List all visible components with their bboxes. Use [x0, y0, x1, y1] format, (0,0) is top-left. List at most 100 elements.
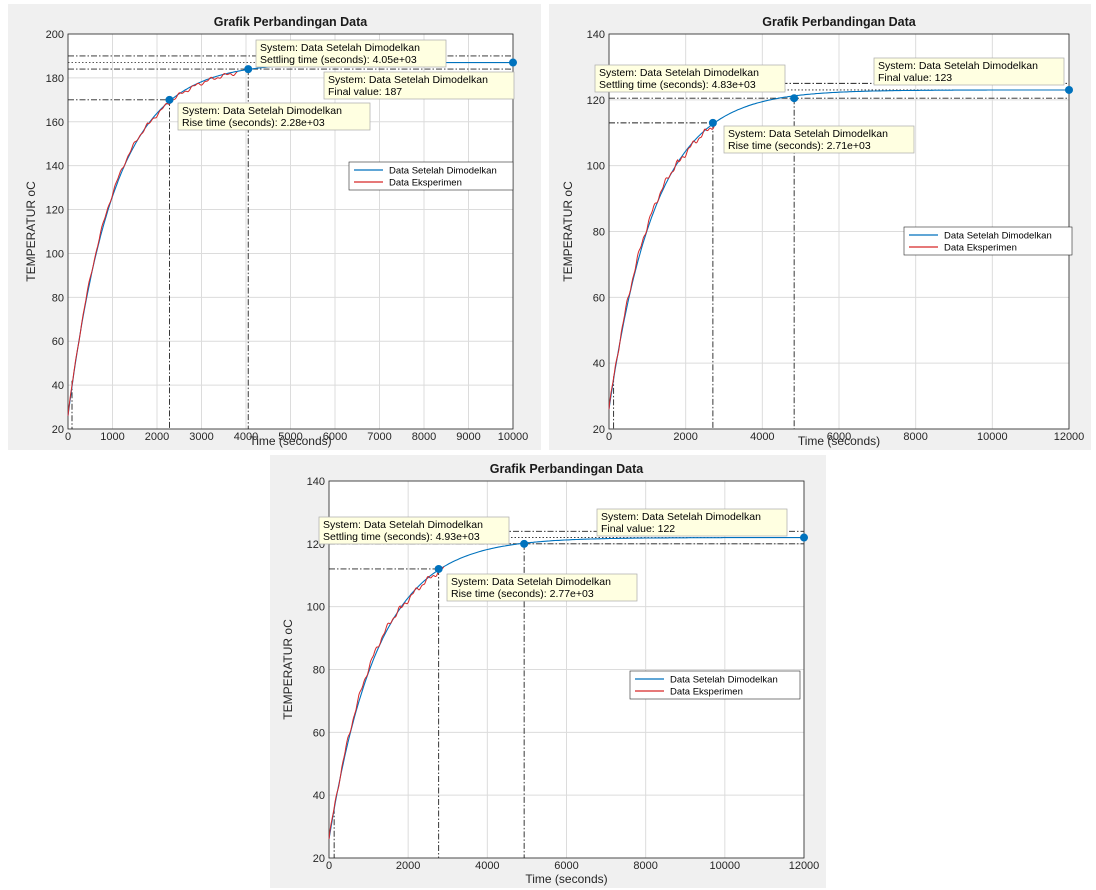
series-line-experiment — [67, 71, 238, 416]
y-tick-label: 80 — [313, 665, 325, 677]
x-tick-label: 4000 — [475, 860, 499, 872]
final-datatip-system: System: Data Setelah Dimodelkan — [328, 74, 488, 86]
legend-entry: Data Eksperimen — [670, 687, 743, 698]
final-datatip-system: System: Data Setelah Dimodelkan — [601, 511, 761, 523]
chart-title: Grafik Perbandingan Data — [490, 462, 645, 476]
y-axis-label: TEMPERATUR oC — [281, 619, 295, 720]
x-tick-label: 1000 — [100, 431, 124, 443]
legend-box — [348, 161, 514, 191]
y-tick-label: 80 — [52, 292, 64, 304]
settling-marker — [790, 94, 799, 103]
settling-datatip — [255, 39, 447, 68]
y-tick-label: 20 — [313, 853, 325, 865]
x-tick-label: 10000 — [710, 860, 741, 872]
y-tick-label: 100 — [307, 602, 325, 614]
final-datatip — [873, 57, 1065, 86]
legend-box — [629, 670, 801, 700]
rise-datatip — [723, 125, 915, 154]
x-tick-label: 10000 — [498, 431, 529, 443]
rise-datatip-value: Rise time (seconds): 2.71e+03 — [728, 140, 871, 152]
rise-datatip — [446, 573, 638, 602]
rise-marker — [708, 118, 717, 127]
chart-title: Grafik Perbandingan Data — [214, 15, 369, 29]
final-datatip-value: Final value: 187 — [328, 86, 402, 98]
y-tick-label: 200 — [46, 29, 64, 41]
x-tick-label: 2000 — [396, 860, 420, 872]
x-tick-label: 10000 — [977, 431, 1008, 443]
settling-datatip-system: System: Data Setelah Dimodelkan — [260, 42, 420, 54]
rise-marker — [434, 564, 443, 573]
y-tick-label: 160 — [46, 117, 64, 129]
final-datatip — [323, 71, 515, 100]
rise-marker — [165, 95, 174, 104]
settling-datatip-value: Settling time (seconds): 4.05e+03 — [260, 54, 417, 66]
legend-entry: Data Setelah Dimodelkan — [944, 231, 1052, 242]
chart-panel-3: 20 40 60 80 100 120 140 0 2000 4000 6000 8000 10000 1… — [270, 455, 826, 888]
settling-datatip-system: System: Data Setelah Dimodelkan — [323, 519, 483, 531]
y-axis-label: TEMPERATUR oC — [561, 181, 575, 282]
y-tick-label: 60 — [52, 336, 64, 348]
legend-entry: Data Setelah Dimodelkan — [670, 675, 778, 686]
y-axis-label: TEMPERATUR oC — [24, 181, 38, 282]
y-tick-label: 100 — [46, 248, 64, 260]
y-tick-label: 40 — [52, 380, 64, 392]
y-tick-label: 140 — [307, 476, 325, 488]
series-line-model — [328, 537, 804, 840]
x-tick-label: 0 — [606, 431, 612, 443]
final-datatip — [596, 508, 788, 537]
y-tick-label: 100 — [587, 161, 605, 173]
y-tick-label: 20 — [52, 424, 64, 436]
settling-datatip-value: Settling time (seconds): 4.83e+03 — [599, 79, 756, 91]
x-tick-label: 5000 — [278, 431, 302, 443]
final-datatip-value: Final value: 122 — [601, 523, 675, 535]
settling-datatip — [594, 64, 786, 93]
x-tick-label: 8000 — [633, 860, 657, 872]
legend-box — [903, 226, 1073, 256]
settling-datatip-system: System: Data Setelah Dimodelkan — [599, 67, 759, 79]
x-tick-label: 8000 — [412, 431, 436, 443]
legend-entry: Data Eksperimen — [389, 178, 462, 189]
settling-datatip-value: Settling time (seconds): 4.93e+03 — [323, 531, 480, 543]
y-tick-label: 120 — [46, 205, 64, 217]
y-tick-label: 40 — [593, 358, 605, 370]
series-line-model — [608, 89, 1069, 410]
x-axis-label: Time (seconds) — [525, 872, 607, 886]
series-line-experiment — [608, 121, 717, 410]
x-tick-label: 6000 — [554, 860, 578, 872]
settling-marker — [520, 539, 529, 548]
y-tick-label: 60 — [593, 292, 605, 304]
chart-svg-2: 20 40 60 80 100 120 140 0 2000 4000 6000 8000 10000 1… — [561, 15, 1085, 448]
chart-title: Grafik Perbandingan Data — [762, 15, 917, 29]
rise-datatip-value: Rise time (seconds): 2.28e+03 — [182, 117, 325, 129]
x-tick-label: 4000 — [234, 431, 258, 443]
x-tick-label: 4000 — [750, 431, 774, 443]
final-datatip-value: Final value: 123 — [878, 72, 952, 84]
plot-frame — [67, 33, 514, 430]
legend-entry: Data Setelah Dimodelkan — [389, 166, 497, 177]
y-tick-label: 140 — [587, 29, 605, 41]
x-tick-label: 12000 — [1054, 431, 1085, 443]
y-tick-label: 80 — [593, 227, 605, 239]
x-tick-label: 12000 — [789, 860, 820, 872]
rise-datatip-system: System: Data Setelah Dimodelkan — [451, 576, 611, 588]
rise-datatip-value: Rise time (seconds): 2.77e+03 — [451, 588, 594, 600]
series-line-experiment — [328, 566, 445, 840]
chart-panel-1: 20 40 60 80 100 120 140 160 180 200 0 1000 2000 3000 4… — [8, 4, 541, 450]
x-axis-label: Time (seconds) — [798, 434, 880, 448]
x-tick-label: 7000 — [367, 431, 391, 443]
settling-datatip — [318, 516, 510, 545]
y-tick-label: 180 — [46, 73, 64, 85]
final-datatip-system: System: Data Setelah Dimodelkan — [878, 60, 1038, 72]
plot-frame — [328, 480, 805, 859]
final-marker — [509, 58, 517, 67]
x-tick-label: 9000 — [456, 431, 480, 443]
rise-datatip-system: System: Data Setelah Dimodelkan — [728, 128, 888, 140]
rise-datatip-system: System: Data Setelah Dimodelkan — [182, 105, 342, 117]
x-tick-label: 2000 — [673, 431, 697, 443]
final-marker — [1065, 85, 1073, 94]
x-tick-label: 6000 — [827, 431, 851, 443]
y-tick-label: 20 — [593, 424, 605, 436]
y-tick-label: 40 — [313, 790, 325, 802]
settling-marker — [244, 65, 253, 74]
